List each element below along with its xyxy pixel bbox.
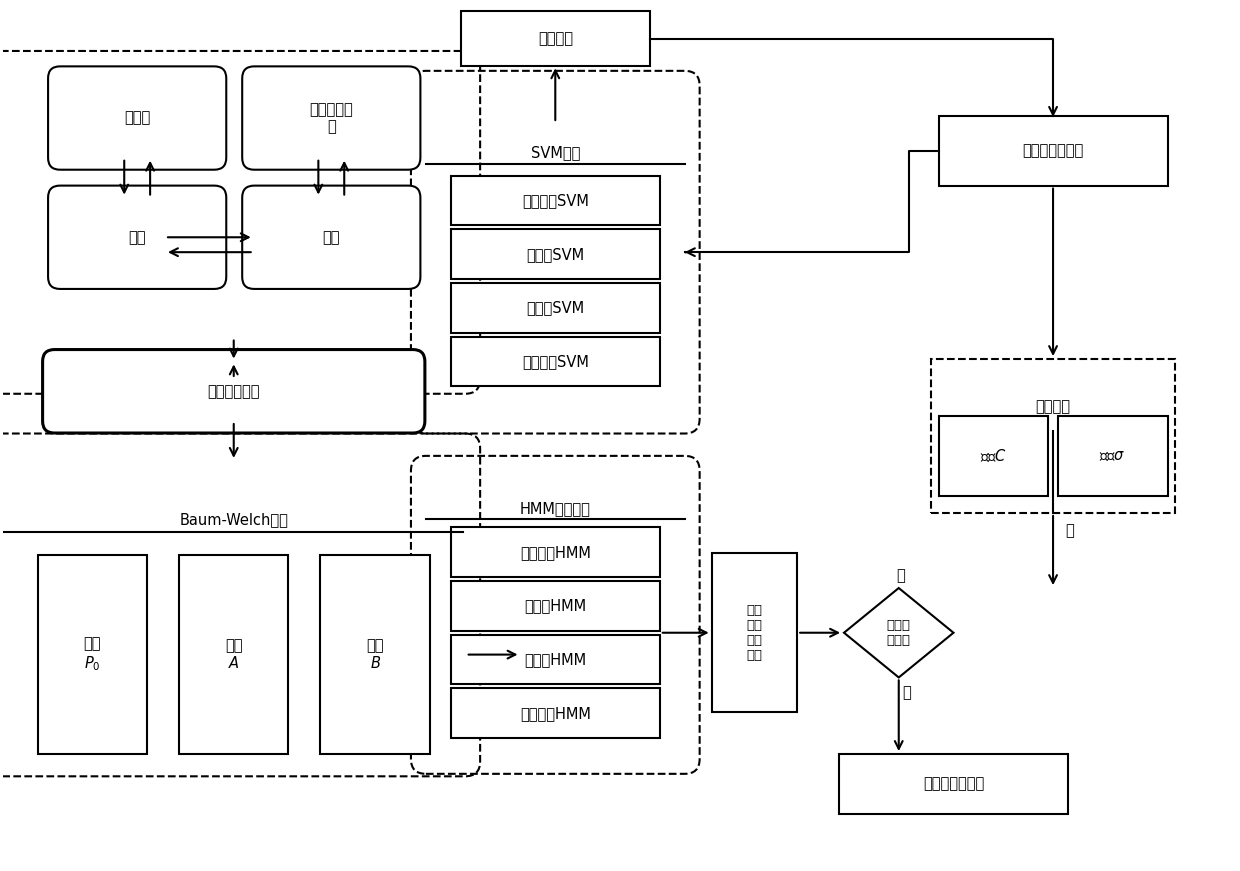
Text: 左变道SVM: 左变道SVM [526,246,584,261]
FancyBboxPatch shape [42,349,425,433]
FancyBboxPatch shape [48,186,226,289]
FancyBboxPatch shape [451,581,660,631]
Text: 否: 否 [903,685,911,700]
FancyBboxPatch shape [451,176,660,226]
FancyBboxPatch shape [451,635,660,685]
Text: 驾驶员换道意图: 驾驶员换道意图 [923,776,985,791]
FancyBboxPatch shape [37,555,148,754]
Text: 参数$C$: 参数$C$ [980,448,1007,464]
Text: Baum-Welch算法: Baum-Welch算法 [180,512,288,528]
Text: 驾驶员换道意图: 驾驶员换道意图 [1023,144,1084,159]
FancyBboxPatch shape [320,555,430,754]
Text: 参数指标筛选: 参数指标筛选 [207,384,260,399]
FancyBboxPatch shape [939,416,1048,496]
FancyBboxPatch shape [712,553,797,712]
Text: 驾驶员: 驾驶员 [124,111,150,125]
Text: 参数$\sigma$: 参数$\sigma$ [1100,449,1126,463]
FancyBboxPatch shape [451,688,660,738]
Text: 投票表决: 投票表决 [538,31,573,46]
Text: 感知判断操
作: 感知判断操 作 [310,102,353,134]
Text: 左变道HMM: 左变道HMM [525,598,587,613]
Text: 是: 是 [1065,523,1074,538]
Text: HMM似然分类: HMM似然分类 [520,502,590,517]
Text: 排除
较小
概率
的类: 排除 较小 概率 的类 [746,604,763,662]
Text: 是否易
混意图: 是否易 混意图 [887,618,910,647]
FancyBboxPatch shape [242,66,420,170]
Text: 是: 是 [897,568,905,583]
Text: 紧急避障HMM: 紧急避障HMM [520,706,590,720]
FancyBboxPatch shape [48,66,226,170]
Text: SVM分类: SVM分类 [531,145,580,160]
Text: 网格寻优: 网格寻优 [1035,399,1070,415]
Text: 车道保持HMM: 车道保持HMM [520,544,590,560]
FancyBboxPatch shape [939,116,1168,186]
FancyBboxPatch shape [1058,416,1168,496]
FancyBboxPatch shape [451,528,660,577]
FancyBboxPatch shape [451,229,660,279]
Text: 车道保持SVM: 车道保持SVM [522,193,589,208]
Text: 参数
$P_0$: 参数 $P_0$ [83,637,102,672]
FancyBboxPatch shape [839,754,1068,814]
FancyBboxPatch shape [242,186,420,289]
Text: 车辆: 车辆 [322,230,340,245]
Text: 道路: 道路 [129,230,146,245]
Text: 右变道HMM: 右变道HMM [525,652,587,667]
Text: 参数
$A$: 参数 $A$ [224,638,243,672]
FancyBboxPatch shape [451,336,660,387]
FancyBboxPatch shape [461,11,650,66]
FancyBboxPatch shape [451,283,660,333]
Text: 右变道SVM: 右变道SVM [526,300,584,315]
FancyBboxPatch shape [179,555,289,754]
Text: 紧急避障SVM: 紧急避障SVM [522,354,589,369]
Text: 参数
$B$: 参数 $B$ [366,638,384,672]
